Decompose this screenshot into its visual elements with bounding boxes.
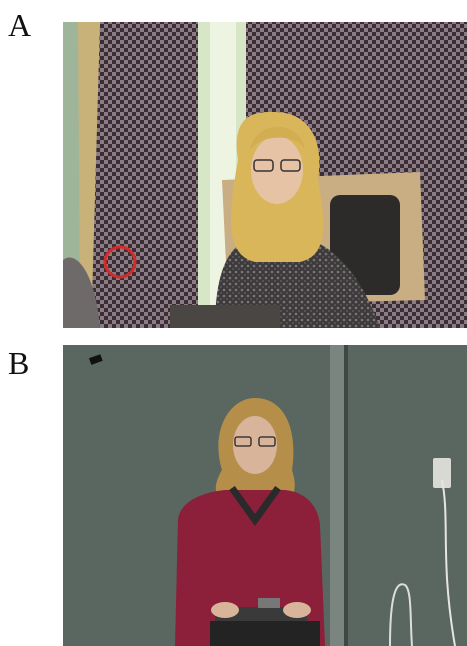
photo-b — [63, 345, 467, 646]
photo-a — [63, 22, 467, 328]
panel-label: A — [8, 7, 31, 43]
panel-label: B — [8, 345, 29, 381]
